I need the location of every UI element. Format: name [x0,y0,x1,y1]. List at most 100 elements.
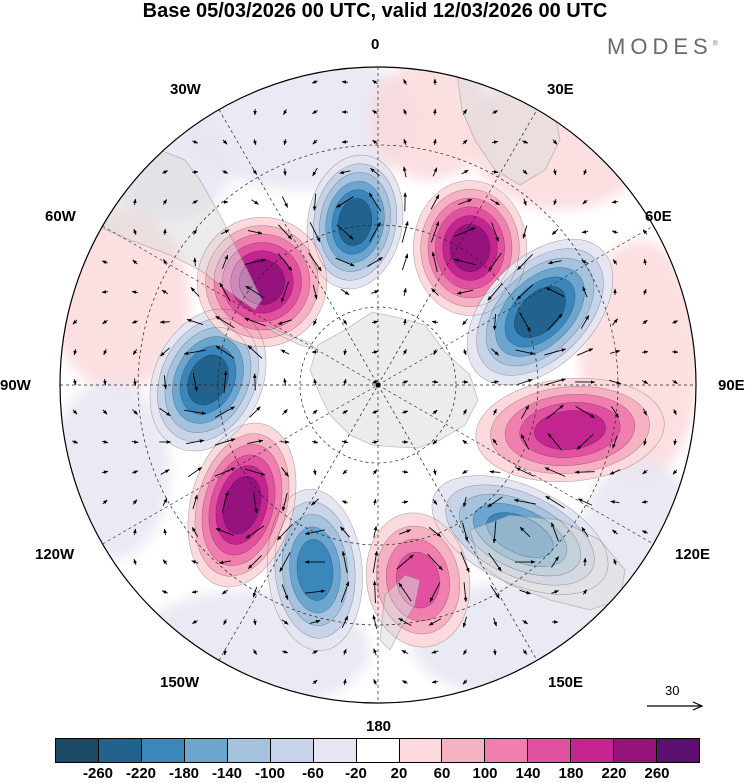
wind-vector [487,283,503,301]
wind-vector [244,468,266,476]
colorbar-bin [356,739,400,762]
wind-vector [367,257,383,267]
colorbar-tick-label: 140 [515,765,541,782]
wind-vector [193,257,197,267]
wind-vector [491,222,499,242]
wind-vector [72,409,78,415]
wind-vector [673,438,677,446]
wind-vector [312,139,318,145]
wind-vector [551,229,559,235]
anomaly-band [450,224,490,272]
graticule [60,67,696,703]
wind-vector [401,500,409,504]
wind-vector [582,589,588,595]
wind-vector [492,438,498,446]
wind-vector [431,650,439,654]
lon-label-30w: 30W [170,81,201,98]
wind-vector [192,372,198,392]
wind-vector [340,581,350,603]
wind-vector [544,378,566,386]
colorbar-tick-label: -140 [211,765,243,782]
wind-vector [223,370,228,394]
wind-vector [336,224,354,240]
wind-vector [222,139,228,145]
latitude-circle [299,306,457,464]
wind-vector [491,348,499,356]
wind-vector [544,348,567,356]
wind-vector [372,139,378,145]
wind-vector [492,521,497,544]
wind-vector [432,499,438,505]
wind-vector [546,404,564,420]
contour-line [296,539,334,601]
wind-vector [522,649,528,655]
colorbar-bin [227,739,271,762]
wind-vector [133,528,137,536]
south-pole-marker [375,382,381,388]
contour-line [466,238,614,386]
wind-vector [577,498,593,506]
brand-registered-mark: ® [712,40,718,48]
contour-line [267,488,363,652]
wind-vector [372,469,378,475]
wind-vector [277,253,293,271]
wind-vector [372,410,379,415]
wind-vector [160,469,170,475]
contour-line [490,386,650,474]
wind-vector [192,139,199,144]
wind-vector [186,439,205,445]
wind-vector [281,649,289,654]
colorbar-tick-label: -60 [302,765,324,782]
colorbar-tick-label: 100 [472,765,498,782]
wind-vector [432,138,437,146]
wind-vector [304,529,325,535]
contour-line [445,484,595,586]
wind-vector [372,550,378,573]
wind-vector [215,528,235,536]
wind-vector [343,648,347,656]
colorbar [55,738,700,763]
wind-vector [402,380,409,385]
wind-vector [433,468,437,476]
wind-vector [132,259,138,265]
wind-vector [247,345,263,359]
wind-vector [336,196,354,208]
contour-line [312,163,398,281]
lon-label-30e: 30E [547,81,574,98]
wind-vector [309,619,321,624]
wind-vector [580,315,590,329]
wind-vector [403,287,407,296]
contour-line [222,242,302,322]
colorbar-bin [528,739,572,762]
wind-vector [401,680,408,685]
wind-vector [642,319,648,325]
lon-label-60e: 60E [645,208,672,225]
wind-vector [610,500,620,504]
contour-line [149,308,267,452]
wind-vector [517,379,533,385]
wind-vector [432,409,438,415]
wind-vector [401,253,409,271]
wind-vector [277,224,293,240]
wind-vector [252,586,258,598]
wind-vector [283,109,288,116]
contour-line [306,154,404,290]
wind-vector [281,467,289,477]
contour-line [504,276,576,348]
contour-line [187,354,229,406]
wind-vector [102,499,108,505]
wind-vector [368,192,382,212]
wind-vector [371,440,379,444]
contour-line [289,526,341,614]
wind-vector [186,318,204,325]
antarctic-peninsula [261,323,319,351]
wind-vector [312,193,317,211]
wind-vector [311,498,319,506]
wind-vector [215,406,236,418]
wind-vector [342,378,347,386]
wind-vector [396,554,414,570]
contour-line [514,286,566,338]
wind-vector [162,199,168,205]
lon-label-0: 0 [371,36,380,53]
new-zealand-landmass [379,574,421,651]
